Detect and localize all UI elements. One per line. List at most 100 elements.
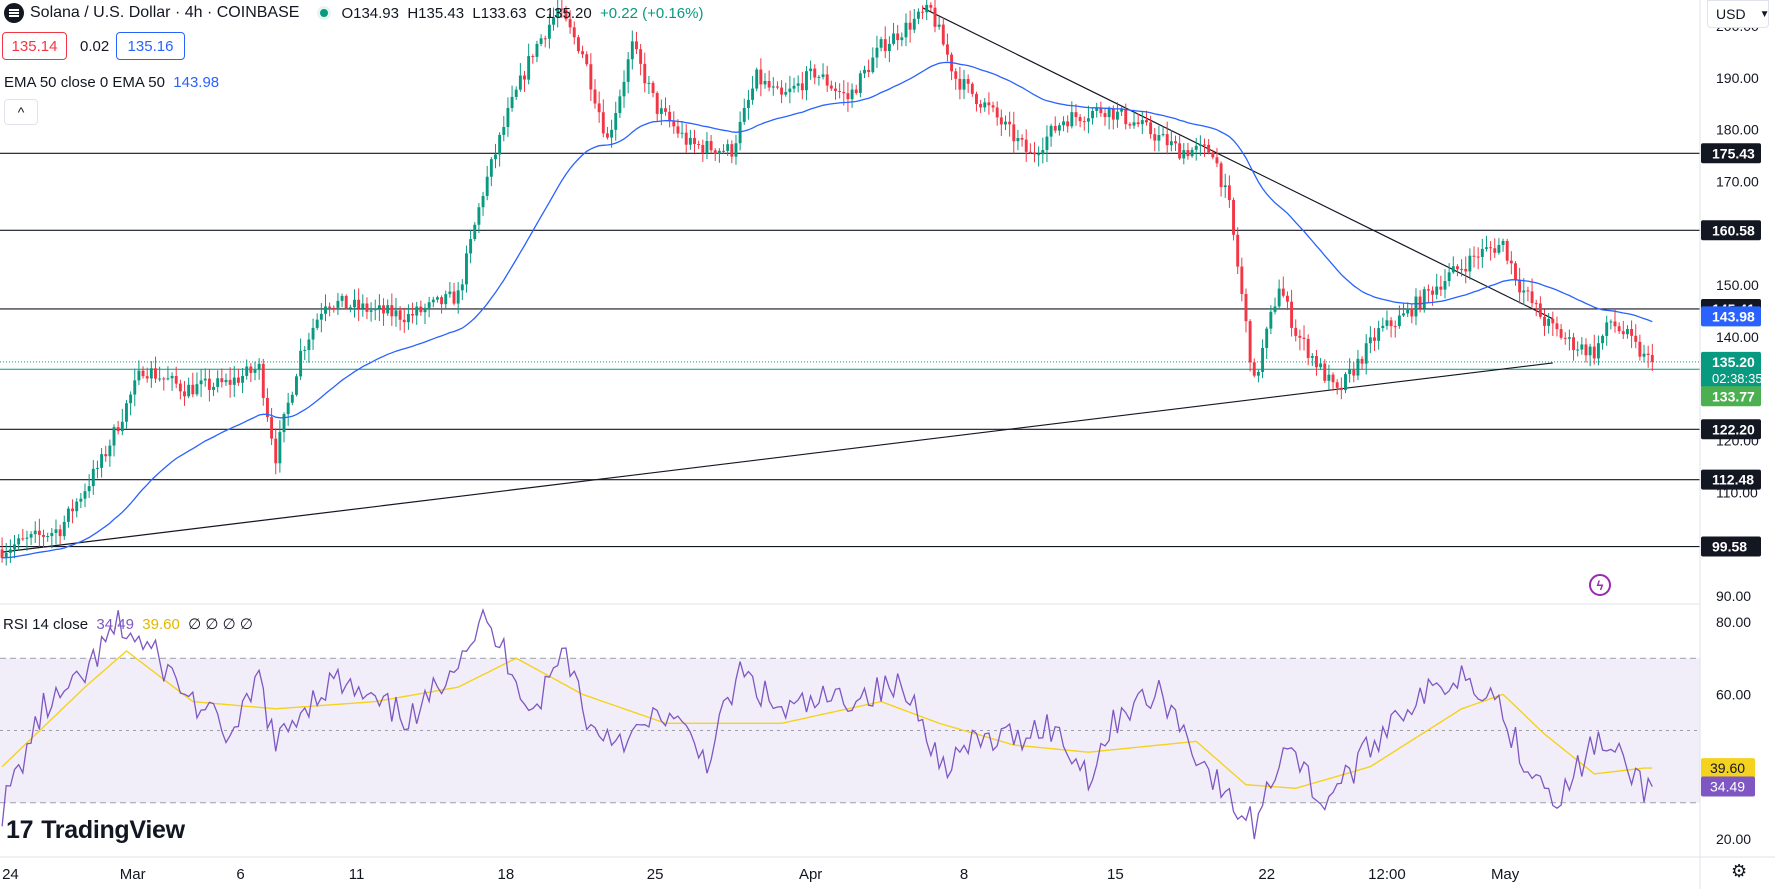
candle-body — [344, 295, 348, 309]
candle-body — [991, 105, 995, 108]
candle-body — [431, 299, 435, 303]
ema-legend-value: 143.98 — [173, 74, 220, 91]
candle-body — [1033, 152, 1036, 155]
candle-body — [829, 85, 833, 89]
price-tick-label: 190.00 — [1716, 70, 1759, 86]
candle-body — [1169, 141, 1173, 146]
candle-body — [498, 134, 502, 155]
candle-body — [1584, 344, 1588, 356]
candle-body — [423, 307, 427, 313]
candle-body — [680, 132, 684, 134]
trendlines[interactable] — [2, 7, 1554, 553]
time-tick-label: 22 — [1258, 866, 1275, 883]
candle-body — [904, 22, 908, 38]
candle-body — [494, 154, 497, 160]
candle-body — [759, 69, 763, 85]
candle-body — [564, 9, 568, 20]
candle-body — [419, 306, 423, 313]
candle-body — [813, 68, 817, 78]
candle-body — [954, 71, 958, 79]
candle-body — [1596, 343, 1600, 359]
candle-body — [394, 310, 398, 317]
candle-body — [1327, 374, 1331, 381]
candle-body — [1447, 272, 1451, 282]
candle-body — [1024, 139, 1028, 152]
candle-body — [1161, 134, 1165, 136]
buy-price-button[interactable]: 135.16 — [116, 32, 185, 60]
candle-body — [1045, 136, 1049, 151]
rsi-legend[interactable]: RSI 14 close 34.49 39.60 ∅ ∅ ∅ ∅ — [3, 615, 253, 633]
candle-body — [1381, 325, 1385, 329]
candle-body — [162, 378, 166, 380]
candle-body — [693, 137, 696, 145]
time-axis[interactable]: 24 Mar 6 11 18 25 Apr 8 15 22 12:00 May — [2, 866, 1520, 883]
market-open-icon — [317, 6, 332, 20]
symbol-title[interactable]: Solana / U.S. Dollar · 4h · COINBASE — [30, 4, 300, 21]
flash-icon[interactable]: ϟ — [1589, 574, 1611, 596]
candle-body — [684, 132, 688, 145]
rsi-tick-label: 60.00 — [1716, 686, 1751, 702]
candle-body — [1182, 150, 1186, 159]
candle-body — [1149, 122, 1153, 135]
candle-body — [1095, 107, 1099, 112]
candle-body — [21, 538, 25, 540]
ema-legend[interactable]: EMA 50 close 0 EMA 50 143.98 — [4, 74, 219, 91]
candle-body — [1439, 286, 1443, 290]
candle-body — [1078, 117, 1082, 122]
candle-body — [415, 306, 419, 316]
candle-body — [1157, 135, 1161, 141]
candle-body — [1124, 109, 1128, 125]
candle-body — [1360, 358, 1364, 364]
candle-body — [191, 384, 195, 395]
candle-body — [245, 366, 249, 376]
candle-body — [100, 454, 104, 468]
candle-body — [502, 127, 506, 135]
candle-body — [125, 403, 128, 422]
candle-body — [377, 305, 381, 309]
candle-body — [962, 79, 966, 90]
candle-body — [104, 454, 108, 457]
candle-body — [1290, 301, 1294, 328]
gear-icon[interactable]: ⚙ — [1731, 861, 1748, 881]
candle-body — [1468, 255, 1472, 272]
candle-body — [1422, 289, 1426, 309]
candle-body — [771, 86, 775, 88]
candle-body — [763, 80, 767, 85]
candle-body — [1605, 322, 1609, 336]
sell-price-button[interactable]: 135.14 — [2, 32, 67, 60]
currency-select[interactable]: USD ▼ — [1707, 0, 1769, 28]
candle-body — [1514, 263, 1517, 280]
candle-body — [477, 207, 481, 225]
currency-label: USD — [1716, 6, 1746, 22]
candle-body — [1049, 125, 1053, 137]
candle-body — [108, 445, 112, 457]
candle-body — [933, 7, 937, 27]
candle-body — [141, 370, 145, 377]
candle-body — [1613, 321, 1617, 327]
candle-body — [1377, 328, 1381, 341]
rsi-legend-value: 34.49 — [96, 616, 134, 633]
candle-body — [713, 150, 717, 155]
candle-body — [1232, 200, 1235, 235]
candle-body — [54, 529, 58, 533]
candle-body — [1331, 374, 1335, 383]
time-tick-label: 25 — [647, 866, 664, 883]
candle-body — [373, 308, 377, 311]
candle-body — [576, 37, 580, 52]
candle-body — [560, 8, 564, 10]
candle-body — [1244, 293, 1248, 322]
candle-body — [154, 368, 157, 379]
candle-body — [1066, 121, 1070, 127]
candle-body — [1414, 296, 1418, 317]
candle-body — [282, 414, 286, 433]
candle-body — [315, 319, 319, 328]
tradingview-logo[interactable]: 17 TradingView — [6, 816, 185, 845]
candle-body — [676, 126, 680, 134]
candle-body — [1174, 141, 1177, 144]
candle-body — [1592, 346, 1596, 359]
candle-body — [427, 302, 431, 308]
collapse-legend-button[interactable]: ^ — [4, 99, 38, 125]
candle-body — [319, 313, 323, 320]
